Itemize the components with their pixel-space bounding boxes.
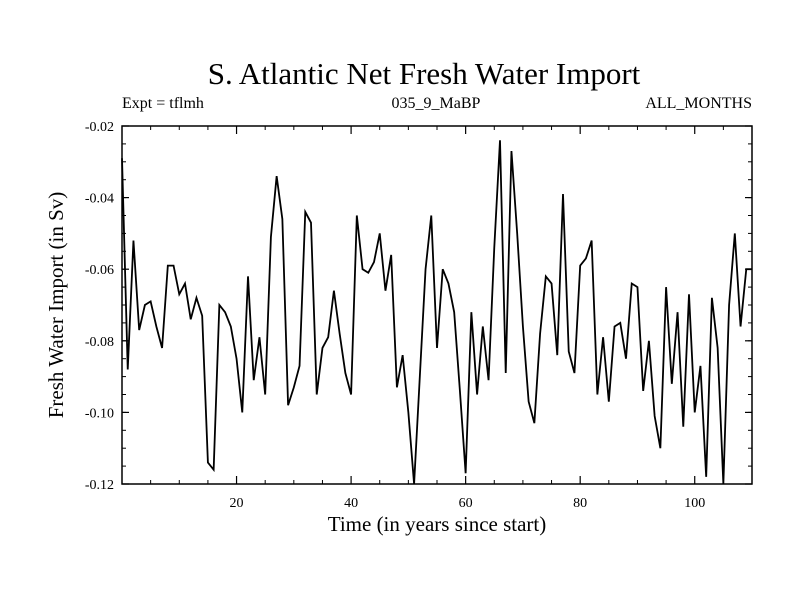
x-axis: 20 40 60 80 100	[150, 126, 724, 511]
y-tick-label: -0.12	[85, 478, 114, 493]
x-axis-label: Time (in years since start)	[328, 512, 547, 536]
y-tick-label: -0.10	[85, 406, 114, 421]
subtitle-months: ALL_MONTHS	[645, 95, 752, 112]
x-tick-label: 80	[573, 496, 587, 511]
x-tick-label: 60	[459, 496, 473, 511]
y-axis-label: Fresh Water Import (in Sv)	[44, 192, 68, 419]
y-tick-label: -0.08	[85, 335, 114, 350]
subtitle-run: 035_9_MaBP	[392, 95, 481, 112]
x-tick-label: 100	[684, 496, 705, 511]
subtitle-experiment: Expt = tflmh	[122, 95, 204, 112]
x-tick-label: 40	[344, 496, 358, 511]
x-tick-label: 20	[230, 496, 244, 511]
chart-title: S. Atlantic Net Fresh Water Import	[208, 56, 641, 91]
y-tick-label: -0.04	[85, 192, 114, 207]
series-line	[121, 140, 752, 485]
y-axis: -0.12 -0.10 -0.08 -0.06 -0.04 -0.02	[85, 120, 752, 493]
y-tick-label: -0.02	[85, 120, 114, 135]
y-tick-label: -0.06	[85, 263, 114, 278]
